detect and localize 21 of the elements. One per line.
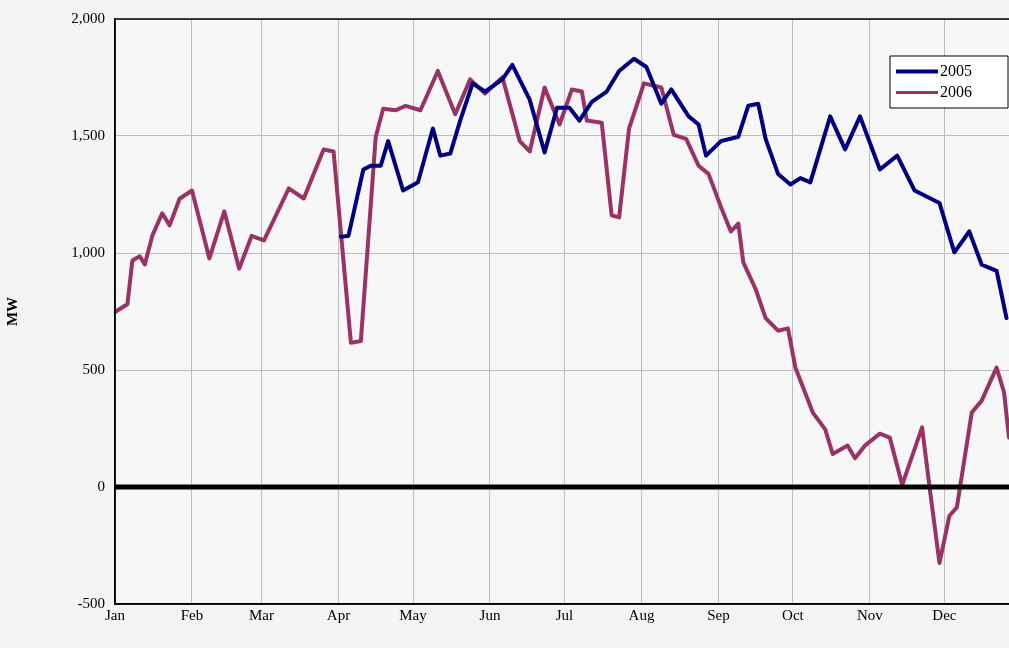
y-tick-label: 0	[97, 477, 105, 494]
y-tick-label: 1,000	[71, 243, 105, 260]
x-tick-label: Aug	[628, 606, 655, 623]
x-tick-label: Jun	[479, 606, 501, 623]
x-tick-label: Mar	[249, 606, 275, 623]
x-tick-label: Nov	[857, 606, 884, 623]
legend-label: 2006	[940, 82, 972, 100]
x-tick-label: Oct	[782, 606, 805, 623]
x-tick-label: Apr	[326, 606, 351, 623]
y-tick-label: 500	[82, 360, 105, 377]
x-tick-label: May	[399, 606, 428, 623]
legend-label: 2005	[940, 61, 972, 79]
y-axis-title: MW	[3, 296, 20, 327]
y-tick-label: 2,000	[71, 9, 105, 26]
x-tick-label: Feb	[180, 606, 204, 623]
y-tick-label: -500	[77, 594, 105, 611]
y-tick-label: 1,500	[71, 126, 105, 143]
x-tick-label: Sep	[707, 606, 730, 623]
x-tick-label: Jul	[555, 606, 574, 623]
x-tick-label: Jan	[105, 606, 126, 623]
x-tick-label: Dec	[932, 606, 957, 623]
